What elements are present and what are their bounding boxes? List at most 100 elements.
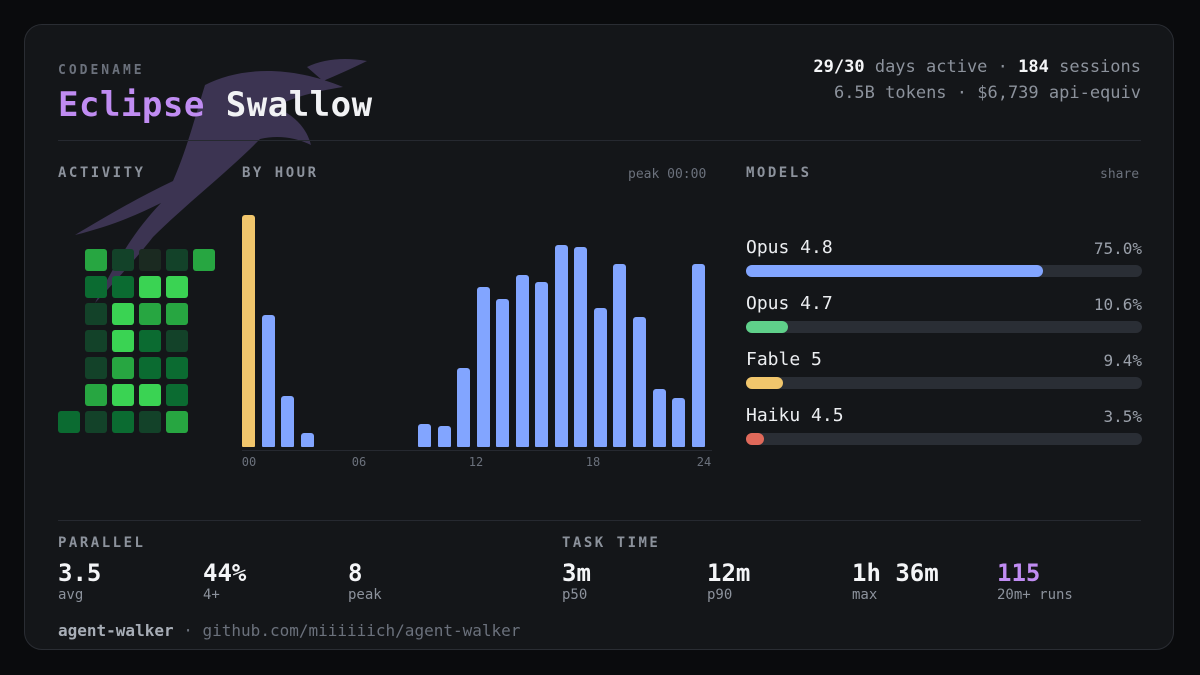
hour-tick-label: 00 xyxy=(241,455,257,469)
hour-bar xyxy=(281,395,295,447)
footer-link[interactable]: github.com/miiiiiich/agent-walker xyxy=(202,621,521,640)
model-bar-fill xyxy=(746,377,784,389)
activity-label: ACTIVITY xyxy=(58,165,146,181)
stat-value: 44% xyxy=(203,559,247,587)
model-name: Haiku 4.5 xyxy=(746,405,844,426)
activity-cell xyxy=(112,384,134,406)
model-name: Opus 4.7 xyxy=(746,293,833,314)
stat-caption: max xyxy=(852,587,878,603)
hour-bar xyxy=(261,314,275,447)
stat-caption: peak xyxy=(348,587,382,603)
days-active-value: 29/30 xyxy=(813,57,865,77)
divider xyxy=(58,140,1141,141)
by-hour-label: BY HOUR xyxy=(242,165,319,181)
hour-bar xyxy=(535,282,549,447)
stat-caption: avg xyxy=(58,587,84,603)
sessions-value: 184 xyxy=(1018,57,1049,77)
model-bar-track xyxy=(746,377,1142,389)
models-label: MODELS xyxy=(746,165,812,181)
activity-cell xyxy=(112,249,134,271)
hour-bar xyxy=(652,389,666,447)
hour-bar xyxy=(476,286,490,447)
hour-bar xyxy=(300,433,314,447)
stat: 12m p90 xyxy=(707,559,750,603)
activity-cell xyxy=(112,276,134,298)
stat-value: 8 xyxy=(348,559,363,587)
summary-line-2: 6.5B tokens · $6,739 api-equiv xyxy=(833,83,1141,103)
hour-bar xyxy=(574,247,588,447)
model-bar-track xyxy=(746,433,1142,445)
activity-cell xyxy=(85,276,107,298)
models-list: Opus 4.8 75.0% Opus 4.7 10.6% Fable 5 9.4% Hai… xyxy=(746,237,1142,457)
activity-cell xyxy=(85,357,107,379)
divider xyxy=(58,520,1141,521)
stat-value: 1h 36m xyxy=(852,559,939,587)
activity-cell xyxy=(139,276,161,298)
activity-cell xyxy=(139,249,161,271)
activity-cell xyxy=(112,357,134,379)
activity-cell xyxy=(85,303,107,325)
title-accent: Eclipse xyxy=(58,85,205,125)
activity-cell xyxy=(193,249,215,271)
stat: 3m p50 xyxy=(562,559,591,603)
parallel-label: PARALLEL xyxy=(58,535,146,551)
model-share: 75.0% xyxy=(1093,239,1142,258)
stat-value: 115 xyxy=(997,559,1041,587)
stats-card: CODENAME Eclipse Swallow 29/30 days acti… xyxy=(24,24,1174,650)
model-share: 9.4% xyxy=(1103,351,1142,370)
model-bar-fill xyxy=(746,433,764,445)
parallel-stats: 3.5 avg 44% 4+ 8 peak xyxy=(58,559,538,609)
footer-name: agent-walker xyxy=(58,621,174,640)
activity-cell xyxy=(139,357,161,379)
model-name: Fable 5 xyxy=(746,349,822,370)
hour-bar xyxy=(593,307,607,447)
activity-cell xyxy=(166,384,188,406)
stat: 3.5 avg xyxy=(58,559,101,603)
activity-cell xyxy=(112,303,134,325)
model-bar-fill xyxy=(746,265,1043,277)
model-name: Opus 4.8 xyxy=(746,237,833,258)
activity-cell xyxy=(166,411,188,433)
activity-cell xyxy=(139,330,161,352)
activity-cell xyxy=(166,330,188,352)
stat: 8 peak xyxy=(348,559,382,603)
hour-bar xyxy=(554,245,568,447)
hour-bar xyxy=(457,368,471,447)
swallow-icon xyxy=(75,59,367,303)
sessions-text: sessions xyxy=(1059,57,1141,77)
stat-caption: p90 xyxy=(707,587,733,603)
activity-cell xyxy=(85,411,107,433)
stat: 44% 4+ xyxy=(203,559,246,603)
hour-bar xyxy=(437,426,451,447)
hour-tick-label: 24 xyxy=(696,455,712,469)
activity-cell xyxy=(85,330,107,352)
activity-cell xyxy=(166,249,188,271)
page-title: Eclipse Swallow xyxy=(58,85,373,125)
stat-caption: 20m+ runs xyxy=(997,587,1073,603)
activity-cell xyxy=(139,411,161,433)
activity-cell xyxy=(166,303,188,325)
model-bar-fill xyxy=(746,321,788,333)
stat: 1h 36m max xyxy=(852,559,939,603)
peak-label: peak 00:00 xyxy=(628,167,707,182)
activity-cell xyxy=(166,357,188,379)
hour-bar xyxy=(515,275,529,447)
days-active-text: days active · xyxy=(874,57,1008,77)
hour-tick-label: 18 xyxy=(585,455,601,469)
title-rest: Swallow xyxy=(225,85,373,125)
task-time-label: TASK TIME xyxy=(562,535,661,551)
hour-bar xyxy=(242,215,255,447)
model-share: 3.5% xyxy=(1103,407,1142,426)
stat: 115 20m+ runs xyxy=(997,559,1073,603)
model-bar-track xyxy=(746,321,1142,333)
share-label: share xyxy=(1100,167,1140,182)
hour-chart xyxy=(242,215,712,447)
activity-cell xyxy=(58,411,80,433)
hour-bar xyxy=(613,263,627,447)
hour-tick-label: 06 xyxy=(351,455,367,469)
footer-separator: · xyxy=(183,621,193,640)
stat-caption: p50 xyxy=(562,587,588,603)
footer: agent-walker · github.com/miiiiiich/agen… xyxy=(58,621,520,640)
hour-bar xyxy=(496,298,510,447)
hour-bar xyxy=(691,263,705,447)
